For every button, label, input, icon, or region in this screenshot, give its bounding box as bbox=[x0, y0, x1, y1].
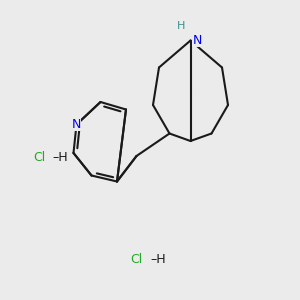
Text: N: N bbox=[192, 34, 202, 47]
Text: Cl: Cl bbox=[33, 151, 45, 164]
Text: Cl: Cl bbox=[130, 253, 143, 266]
Text: H: H bbox=[177, 21, 186, 31]
Text: –H: –H bbox=[150, 253, 166, 266]
Text: –H: –H bbox=[52, 151, 68, 164]
Text: N: N bbox=[72, 118, 81, 131]
